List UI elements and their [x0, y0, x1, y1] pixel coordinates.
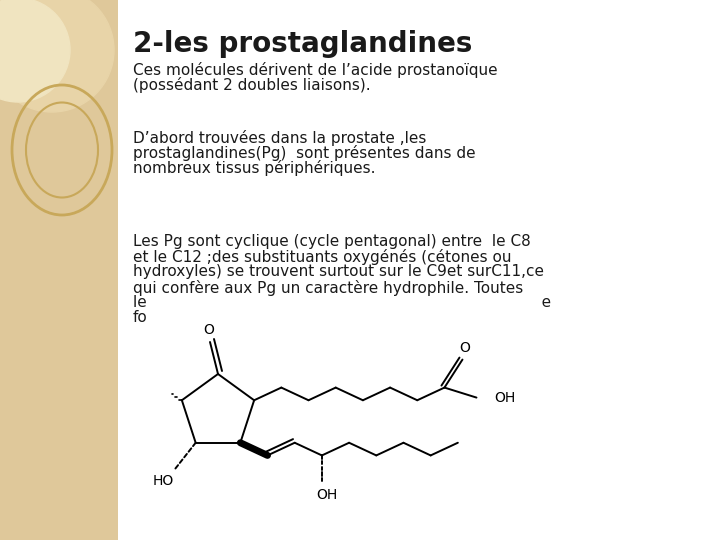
- Text: (possédant 2 doubles liaisons).: (possédant 2 doubles liaisons).: [133, 77, 371, 93]
- Text: O: O: [204, 323, 215, 337]
- Text: et le C12 ;des substituants oxygénés (cétones ou: et le C12 ;des substituants oxygénés (cé…: [133, 249, 511, 265]
- Text: 2-les prostaglandines: 2-les prostaglandines: [133, 30, 472, 58]
- Text: OH: OH: [316, 488, 338, 502]
- Text: Ces molécules dérivent de l’acide prostanoïque: Ces molécules dérivent de l’acide prosta…: [133, 62, 498, 78]
- Text: Les Pg sont cyclique (cycle pentagonal) entre  le C8: Les Pg sont cyclique (cycle pentagonal) …: [133, 234, 531, 249]
- Text: fo: fo: [133, 310, 148, 325]
- Circle shape: [0, 0, 70, 102]
- Text: HO: HO: [153, 474, 174, 488]
- Text: D’abord trouvées dans la prostate ,les: D’abord trouvées dans la prostate ,les: [133, 130, 426, 146]
- Text: OH: OH: [495, 390, 516, 404]
- Text: prostaglandines(Pg)  sont présentes dans de: prostaglandines(Pg) sont présentes dans …: [133, 145, 476, 161]
- Bar: [0, 0, 118, 540]
- Text: O: O: [459, 341, 470, 355]
- Text: hydroxyles) se trouvent surtout sur le C9et surC11,ce: hydroxyles) se trouvent surtout sur le C…: [133, 265, 544, 279]
- Circle shape: [0, 0, 114, 112]
- Text: nombreux tissus périphériques.: nombreux tissus périphériques.: [133, 160, 376, 177]
- Text: qui confère aux Pg un caractère hydrophile. Toutes: qui confère aux Pg un caractère hydrophi…: [133, 280, 523, 295]
- Text: le                                                                              : le: [133, 295, 551, 310]
